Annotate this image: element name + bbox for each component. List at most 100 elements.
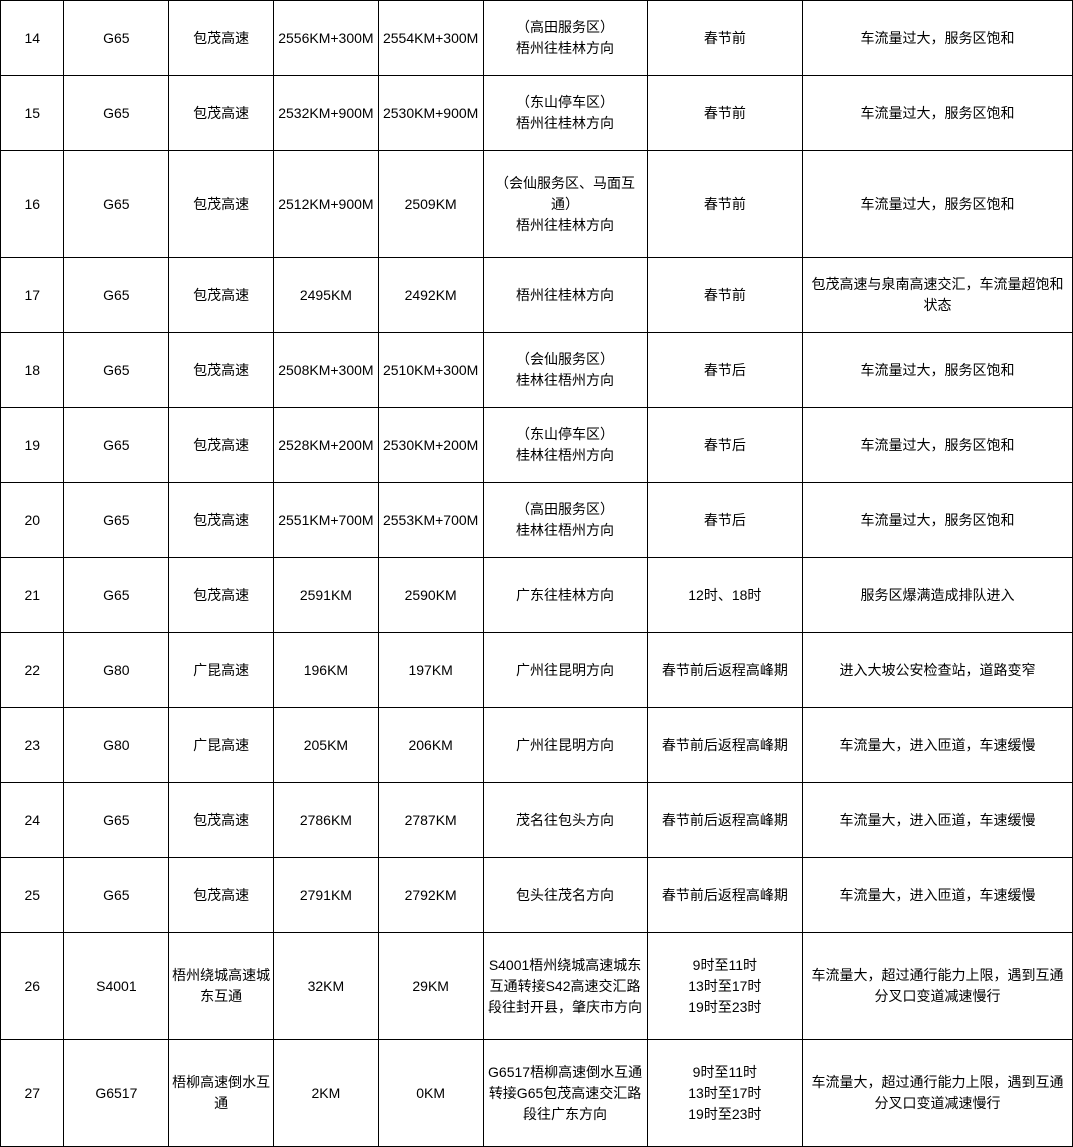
cell-km_end: 197KM <box>378 633 483 708</box>
cell-km_start: 196KM <box>274 633 379 708</box>
cell-time: 春节前后返程高峰期 <box>647 708 803 783</box>
cell-idx: 26 <box>1 933 64 1040</box>
cell-idx: 22 <box>1 633 64 708</box>
cell-idx: 14 <box>1 1 64 76</box>
cell-reason: 车流量大，进入匝道，车速缓慢 <box>803 783 1073 858</box>
cell-time: 春节前 <box>647 1 803 76</box>
cell-reason: 服务区爆满造成排队进入 <box>803 558 1073 633</box>
cell-idx: 17 <box>1 258 64 333</box>
table-row: 20G65包茂高速2551KM+700M2553KM+700M（高田服务区）桂林… <box>1 483 1073 558</box>
cell-reason: 车流量过大，服务区饱和 <box>803 483 1073 558</box>
cell-code: G65 <box>64 76 169 151</box>
cell-idx: 24 <box>1 783 64 858</box>
cell-time: 9时至11时13时至17时19时至23时 <box>647 1040 803 1147</box>
cell-time: 春节前后返程高峰期 <box>647 783 803 858</box>
cell-idx: 23 <box>1 708 64 783</box>
cell-km_end: 2787KM <box>378 783 483 858</box>
table-row: 14G65包茂高速2556KM+300M2554KM+300M（高田服务区）梧州… <box>1 1 1073 76</box>
cell-km_end: 2792KM <box>378 858 483 933</box>
cell-idx: 27 <box>1 1040 64 1147</box>
cell-km_start: 2508KM+300M <box>274 333 379 408</box>
cell-name: 包茂高速 <box>169 858 274 933</box>
cell-direction: 广东往桂林方向 <box>483 558 647 633</box>
cell-direction: 梧州往桂林方向 <box>483 258 647 333</box>
cell-km_end: 2553KM+700M <box>378 483 483 558</box>
cell-km_start: 2791KM <box>274 858 379 933</box>
table-row: 22G80广昆高速196KM197KM广州往昆明方向春节前后返程高峰期进入大坡公… <box>1 633 1073 708</box>
table-row: 24G65包茂高速2786KM2787KM茂名往包头方向春节前后返程高峰期车流量… <box>1 783 1073 858</box>
cell-km_end: 2509KM <box>378 151 483 258</box>
cell-direction: （会仙服务区、马面互通）梧州往桂林方向 <box>483 151 647 258</box>
cell-direction: （会仙服务区）桂林往梧州方向 <box>483 333 647 408</box>
cell-name: 广昆高速 <box>169 633 274 708</box>
cell-direction: （东山停车区）桂林往梧州方向 <box>483 408 647 483</box>
cell-km_start: 2591KM <box>274 558 379 633</box>
table-row: 26S4001梧州绕城高速城东互通32KM29KMS4001梧州绕城高速城东互通… <box>1 933 1073 1040</box>
table-body: 14G65包茂高速2556KM+300M2554KM+300M（高田服务区）梧州… <box>1 1 1073 1147</box>
cell-km_end: 2492KM <box>378 258 483 333</box>
cell-code: G65 <box>64 783 169 858</box>
cell-code: G65 <box>64 558 169 633</box>
cell-km_end: 2510KM+300M <box>378 333 483 408</box>
cell-name: 包茂高速 <box>169 783 274 858</box>
cell-name: 梧州绕城高速城东互通 <box>169 933 274 1040</box>
cell-time: 春节前 <box>647 151 803 258</box>
highway-traffic-table: 14G65包茂高速2556KM+300M2554KM+300M（高田服务区）梧州… <box>0 0 1073 1147</box>
cell-name: 包茂高速 <box>169 408 274 483</box>
cell-km_end: 0KM <box>378 1040 483 1147</box>
cell-idx: 18 <box>1 333 64 408</box>
cell-time: 春节后 <box>647 333 803 408</box>
cell-code: G65 <box>64 483 169 558</box>
cell-reason: 车流量大，超过通行能力上限，遇到互通分叉口变道减速慢行 <box>803 933 1073 1040</box>
cell-code: G6517 <box>64 1040 169 1147</box>
cell-reason: 车流量过大，服务区饱和 <box>803 408 1073 483</box>
cell-name: 包茂高速 <box>169 558 274 633</box>
cell-name: 包茂高速 <box>169 333 274 408</box>
cell-km_end: 2530KM+900M <box>378 76 483 151</box>
table-row: 21G65包茂高速2591KM2590KM广东往桂林方向12时、18时服务区爆满… <box>1 558 1073 633</box>
cell-reason: 车流量过大，服务区饱和 <box>803 333 1073 408</box>
cell-time: 12时、18时 <box>647 558 803 633</box>
cell-direction: （高田服务区）桂林往梧州方向 <box>483 483 647 558</box>
table-row: 23G80广昆高速205KM206KM广州往昆明方向春节前后返程高峰期车流量大，… <box>1 708 1073 783</box>
cell-idx: 21 <box>1 558 64 633</box>
cell-direction: 包头往茂名方向 <box>483 858 647 933</box>
cell-reason: 车流量过大，服务区饱和 <box>803 76 1073 151</box>
cell-code: G80 <box>64 708 169 783</box>
cell-idx: 25 <box>1 858 64 933</box>
cell-time: 春节前 <box>647 76 803 151</box>
cell-km_start: 2495KM <box>274 258 379 333</box>
cell-name: 包茂高速 <box>169 258 274 333</box>
cell-code: G65 <box>64 858 169 933</box>
cell-code: G65 <box>64 151 169 258</box>
cell-time: 春节前后返程高峰期 <box>647 633 803 708</box>
cell-code: S4001 <box>64 933 169 1040</box>
cell-name: 包茂高速 <box>169 151 274 258</box>
cell-code: G65 <box>64 333 169 408</box>
cell-reason: 车流量大，进入匝道，车速缓慢 <box>803 858 1073 933</box>
table-row: 25G65包茂高速2791KM2792KM包头往茂名方向春节前后返程高峰期车流量… <box>1 858 1073 933</box>
cell-code: G65 <box>64 408 169 483</box>
cell-idx: 20 <box>1 483 64 558</box>
cell-time: 春节前后返程高峰期 <box>647 858 803 933</box>
cell-direction: 广州往昆明方向 <box>483 708 647 783</box>
table-row: 19G65包茂高速2528KM+200M2530KM+200M（东山停车区）桂林… <box>1 408 1073 483</box>
cell-km_start: 2KM <box>274 1040 379 1147</box>
cell-direction: （高田服务区）梧州往桂林方向 <box>483 1 647 76</box>
table-row: 16G65包茂高速2512KM+900M2509KM（会仙服务区、马面互通）梧州… <box>1 151 1073 258</box>
table-row: 18G65包茂高速2508KM+300M2510KM+300M（会仙服务区）桂林… <box>1 333 1073 408</box>
cell-direction: （东山停车区）梧州往桂林方向 <box>483 76 647 151</box>
cell-km_start: 205KM <box>274 708 379 783</box>
table-row: 15G65包茂高速2532KM+900M2530KM+900M（东山停车区）梧州… <box>1 76 1073 151</box>
cell-time: 春节后 <box>647 408 803 483</box>
cell-km_start: 2786KM <box>274 783 379 858</box>
cell-direction: S4001梧州绕城高速城东互通转接S42高速交汇路段往封开县，肇庆市方向 <box>483 933 647 1040</box>
cell-name: 广昆高速 <box>169 708 274 783</box>
cell-direction: G6517梧柳高速倒水互通转接G65包茂高速交汇路段往广东方向 <box>483 1040 647 1147</box>
cell-name: 包茂高速 <box>169 76 274 151</box>
cell-km_start: 2528KM+200M <box>274 408 379 483</box>
cell-reason: 车流量大，超过通行能力上限，遇到互通分叉口变道减速慢行 <box>803 1040 1073 1147</box>
cell-direction: 茂名往包头方向 <box>483 783 647 858</box>
cell-reason: 包茂高速与泉南高速交汇，车流量超饱和状态 <box>803 258 1073 333</box>
cell-name: 包茂高速 <box>169 1 274 76</box>
